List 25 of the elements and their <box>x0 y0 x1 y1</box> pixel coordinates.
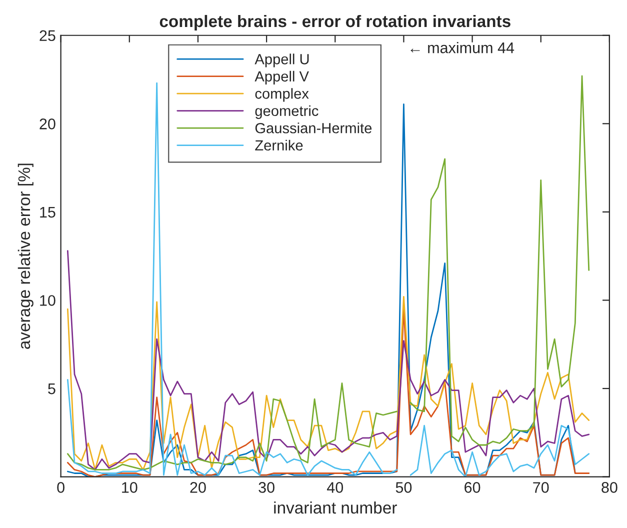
legend-label: complex <box>255 88 309 102</box>
y-tick-label: 10 <box>40 295 56 306</box>
y-tick-label: 15 <box>40 206 56 218</box>
x-tick-label: 10 <box>122 482 138 493</box>
x-axis-title: invariant number <box>274 501 397 514</box>
legend-label: Zernike <box>255 140 303 151</box>
y-tick-label: 25 <box>40 30 56 42</box>
x-tick-label: 30 <box>258 482 274 493</box>
legend-label: Appell U <box>254 54 309 68</box>
x-tick-label: 50 <box>396 482 412 493</box>
x-tick-label: 70 <box>533 482 549 493</box>
legend-label: Appell V <box>254 70 309 84</box>
x-tick-label: 20 <box>190 482 206 493</box>
annotation: ← maximum 44 <box>410 42 514 54</box>
x-tick-label: 80 <box>602 482 618 493</box>
chart-title: complete brains - error of rotation invariants <box>160 14 510 30</box>
y-tick-label: 5 <box>48 384 56 394</box>
line-series <box>66 250 590 470</box>
x-tick-label: 40 <box>326 482 344 493</box>
legend-label: geometric <box>255 105 318 119</box>
x-tick-label: 0 <box>57 482 64 493</box>
legend-label: Gaussian-Hermite <box>255 122 372 134</box>
y-tick-label: 20 <box>40 118 56 130</box>
y-axis-title: average relative error [%] <box>18 164 34 349</box>
x-tick-label: 60 <box>464 482 480 493</box>
